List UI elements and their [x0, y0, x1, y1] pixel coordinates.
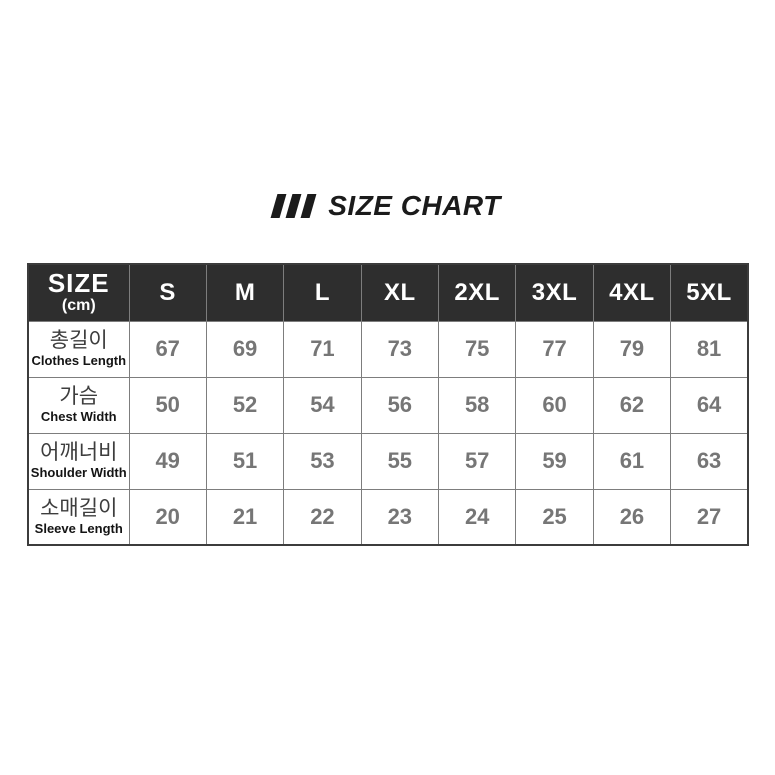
table-row: 어깨너비 Shoulder Width 49 51 53 55 57 59 61 63 — [27, 432, 749, 490]
measurement-value-cell: 67 — [128, 320, 207, 378]
measurement-value-cell: 61 — [592, 432, 672, 490]
measure-label-cell: 총길이 Clothes Length — [27, 320, 130, 378]
measurement-value-cell: 27 — [670, 488, 749, 546]
measure-label-english: Sleeve Length — [34, 520, 123, 536]
triple-slash-icon — [270, 194, 317, 218]
measurement-value-cell: 57 — [437, 432, 517, 490]
measure-label-cell: 소매길이 Sleeve Length — [27, 488, 130, 546]
table-row: 총길이 Clothes Length 67 69 71 73 75 77 79 81 — [27, 320, 749, 378]
measurement-value-cell: 79 — [592, 320, 672, 378]
size-column-header-4xl: 4XL — [592, 263, 672, 322]
measure-label-english: Chest Width — [40, 409, 117, 424]
measurement-value-cell: 50 — [128, 376, 207, 434]
size-column-header-l: L — [283, 263, 362, 322]
measurement-value-cell: 64 — [670, 376, 749, 434]
measurement-value-cell: 69 — [205, 320, 285, 378]
measurement-value-cell: 81 — [670, 320, 749, 378]
measurement-value-cell: 63 — [670, 432, 749, 490]
measurement-value-cell: 21 — [205, 488, 285, 546]
corner-header-line2: (cm) — [61, 297, 96, 315]
measurement-value-cell: 56 — [360, 376, 440, 434]
measure-label-english: Clothes Length — [31, 353, 127, 368]
measurement-value-cell: 51 — [205, 432, 285, 490]
measurement-value-cell: 26 — [592, 488, 672, 546]
measure-label-korean: 어깨너비 — [40, 441, 118, 464]
measure-label-cell: 가슴 Chest Width — [27, 376, 130, 434]
measure-label-korean: 소매길이 — [40, 496, 118, 520]
size-column-header-m: M — [205, 263, 285, 322]
size-column-header-3xl: 3XL — [515, 263, 594, 322]
size-column-header-5xl: 5XL — [670, 263, 749, 322]
measurement-value-cell: 52 — [205, 376, 285, 434]
measurement-value-cell: 49 — [128, 432, 207, 490]
measurement-value-cell: 59 — [515, 432, 594, 490]
size-column-header-2xl: 2XL — [437, 263, 517, 322]
measurement-value-cell: 53 — [283, 432, 362, 490]
page-title: SIZE CHART — [0, 190, 775, 222]
size-chart-table: SIZE (cm) S M L XL 2XL 3XL 4XL 5XL 총길이 Clothes L… — [27, 263, 749, 546]
measurement-value-cell: 20 — [128, 488, 207, 546]
measurement-value-cell: 71 — [283, 320, 362, 378]
corner-header-line1: SIZE — [47, 268, 110, 299]
corner-header-cell: SIZE (cm) — [27, 263, 130, 322]
measure-label-korean: 가슴 — [59, 385, 99, 408]
table-header-row: SIZE (cm) S M L XL 2XL 3XL 4XL 5XL — [27, 263, 749, 322]
measure-label-cell: 어깨너비 Shoulder Width — [27, 432, 130, 490]
measurement-value-cell: 58 — [437, 376, 517, 434]
measurement-value-cell: 75 — [437, 320, 517, 378]
measurement-value-cell: 55 — [360, 432, 440, 490]
measurement-value-cell: 25 — [515, 488, 594, 546]
size-column-header-s: S — [128, 263, 207, 322]
measurement-value-cell: 62 — [592, 376, 672, 434]
measurement-value-cell: 22 — [283, 488, 362, 546]
measurement-value-cell: 23 — [360, 488, 440, 546]
table-row: 가슴 Chest Width 50 52 54 56 58 60 62 64 — [27, 376, 749, 434]
measurement-value-cell: 54 — [283, 376, 362, 434]
measurement-value-cell: 73 — [360, 320, 440, 378]
size-column-header-xl: XL — [360, 263, 440, 322]
measure-label-english: Shoulder Width — [30, 465, 127, 480]
table-row: 소매길이 Sleeve Length 20 21 22 23 24 25 26 27 — [27, 488, 749, 546]
measurement-value-cell: 24 — [437, 488, 517, 546]
measurement-value-cell: 60 — [515, 376, 594, 434]
measurement-value-cell: 77 — [515, 320, 594, 378]
size-chart-title: SIZE CHART — [328, 190, 501, 221]
measure-label-korean: 총길이 — [49, 329, 108, 352]
